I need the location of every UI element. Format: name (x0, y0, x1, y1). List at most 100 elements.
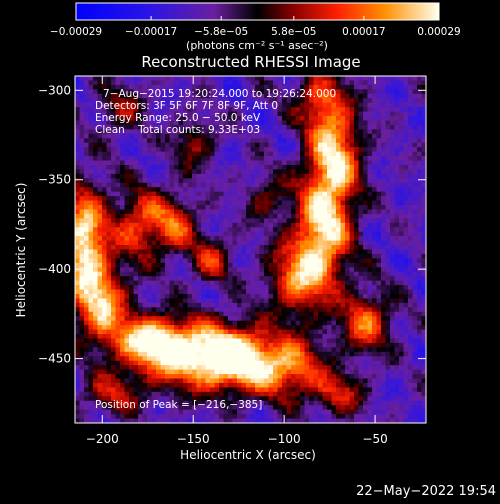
heatmap-cell (309, 232, 314, 237)
heatmap-cell (354, 94, 359, 99)
heatmap-cell (134, 343, 139, 348)
heatmap-cell (377, 316, 382, 321)
heatmap-cell (84, 116, 89, 121)
heatmap-cell (84, 205, 89, 210)
heatmap-cell (80, 312, 85, 317)
heatmap-cell (314, 214, 319, 219)
heatmap-cell (354, 312, 359, 317)
heatmap-cell (242, 209, 247, 214)
heatmap-cell (201, 312, 206, 317)
heatmap-cell (300, 107, 305, 112)
heatmap-cell (368, 103, 373, 108)
heatmap-cell (116, 347, 121, 352)
heatmap-cell (255, 312, 260, 317)
heatmap-cell (264, 192, 269, 197)
heatmap-cell (98, 94, 103, 99)
heatmap-cell (363, 156, 368, 161)
heatmap-cell (138, 263, 143, 268)
heatmap-cell (237, 263, 242, 268)
heatmap-cell (260, 285, 265, 290)
heatmap-cell (134, 330, 139, 335)
heatmap-cell (408, 89, 413, 94)
heatmap-cell (273, 263, 278, 268)
heatmap-cell (246, 236, 251, 241)
heatmap-cell (395, 272, 400, 277)
heatmap-cell (125, 174, 130, 179)
heatmap-cell (282, 178, 287, 183)
heatmap-cell (291, 80, 296, 85)
heatmap-cell (291, 174, 296, 179)
heatmap-cell (174, 258, 179, 263)
heatmap-cell (215, 325, 220, 330)
heatmap-cell (80, 250, 85, 255)
heatmap-cell (305, 334, 310, 339)
heatmap-cell (377, 209, 382, 214)
heatmap-cell (188, 178, 193, 183)
heatmap-cell (233, 152, 238, 157)
heatmap-cell (282, 152, 287, 157)
heatmap-cell (372, 250, 377, 255)
heatmap-cell (242, 347, 247, 352)
heatmap-cell (80, 116, 85, 121)
heatmap-cell (404, 267, 409, 272)
heatmap-cell (255, 258, 260, 263)
heatmap-cell (381, 107, 386, 112)
heatmap-cell (80, 125, 85, 130)
heatmap-cell (417, 303, 422, 308)
heatmap-cell (314, 254, 319, 259)
heatmap-cell (89, 245, 94, 250)
heatmap-cell (219, 316, 224, 321)
heatmap-cell (206, 250, 211, 255)
heatmap-cell (377, 165, 382, 170)
heatmap-cell (359, 116, 364, 121)
heatmap-cell (165, 223, 170, 228)
heatmap-cell (107, 196, 112, 201)
heatmap-cell (345, 112, 350, 117)
heatmap-cell (404, 343, 409, 348)
heatmap-cell (219, 218, 224, 223)
heatmap-cell (170, 245, 175, 250)
heatmap-cell (363, 267, 368, 272)
heatmap-cell (273, 245, 278, 250)
heatmap-cell (102, 218, 107, 223)
heatmap-cell (408, 267, 413, 272)
heatmap-cell (341, 152, 346, 157)
heatmap-cell (399, 330, 404, 335)
heatmap-cell (125, 307, 130, 312)
heatmap-cell (251, 201, 256, 206)
heatmap-cell (134, 303, 139, 308)
heatmap-cell (399, 152, 404, 157)
heatmap-cell (170, 321, 175, 326)
heatmap-cell (336, 98, 341, 103)
heatmap-cell (143, 187, 148, 192)
heatmap-cell (413, 223, 418, 228)
heatmap-cell (233, 205, 238, 210)
heatmap-cell (147, 143, 152, 148)
heatmap-cell (237, 321, 242, 326)
heatmap-cell (264, 241, 269, 246)
heatmap-cell (296, 312, 301, 317)
heatmap-cell (309, 196, 314, 201)
heatmap-cell (188, 80, 193, 85)
heatmap-cell (399, 307, 404, 312)
heatmap-cell (408, 120, 413, 125)
heatmap-cell (300, 178, 305, 183)
heatmap-cell (377, 147, 382, 152)
heatmap-cell (395, 152, 400, 157)
heatmap-cell (237, 267, 242, 272)
heatmap-cell (273, 165, 278, 170)
heatmap-cell (287, 134, 292, 139)
heatmap-cell (84, 325, 89, 330)
heatmap-cell (246, 272, 251, 277)
heatmap-cell (372, 290, 377, 295)
heatmap-cell (363, 161, 368, 166)
heatmap-cell (327, 209, 332, 214)
heatmap-cell (84, 112, 89, 117)
heatmap-cell (350, 125, 355, 130)
heatmap-cell (323, 152, 328, 157)
heatmap-cell (345, 205, 350, 210)
heatmap-cell (98, 352, 103, 357)
heatmap-cell (75, 192, 80, 197)
heatmap-cell (345, 147, 350, 152)
heatmap-cell (417, 165, 422, 170)
